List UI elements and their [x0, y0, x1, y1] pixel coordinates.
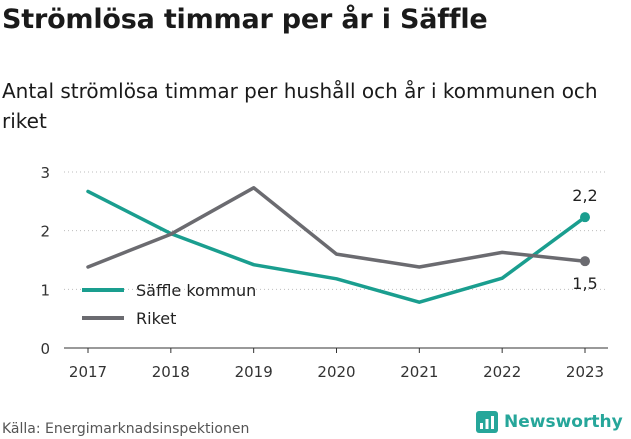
y-tick-label: 0	[40, 340, 50, 358]
chart-title: Strömlösa timmar per år i Säffle	[2, 4, 488, 35]
line-chart: 0 1 2 3 2017 2018 2019 2020 2021 2022 2023 2,2 1,5 Sä…	[40, 164, 608, 381]
y-tick-label: 3	[40, 164, 50, 182]
x-tick-label: 2023	[566, 363, 604, 381]
brand: Newsworthy	[476, 409, 623, 435]
newsworthy-bar-chart-logo-icon	[476, 411, 498, 433]
series-line-riket	[86, 186, 587, 269]
end-value-label: 2,2	[572, 186, 597, 205]
x-tick-label: 2017	[69, 363, 107, 381]
x-tick-label: 2019	[235, 363, 273, 381]
brand-name: Newsworthy	[504, 412, 623, 432]
end-point-riket	[580, 256, 590, 267]
chart-subtitle: Antal strömlösa timmar per hushåll och å…	[2, 79, 598, 133]
x-tick-label: 2021	[400, 363, 438, 381]
y-tick-label: 2	[40, 223, 50, 241]
y-tick-label: 1	[40, 281, 50, 299]
legend-label: Säffle kommun	[136, 281, 256, 300]
end-point-saffle-kommun	[580, 212, 590, 223]
x-tick-label: 2018	[152, 363, 190, 381]
end-value-label: 1,5	[572, 274, 597, 293]
x-tick-label: 2020	[317, 363, 355, 381]
source-note: Källa: Energimarknadsinspektionen	[2, 421, 250, 437]
legend-label: Riket	[136, 309, 176, 328]
x-tick-label: 2022	[483, 363, 521, 381]
